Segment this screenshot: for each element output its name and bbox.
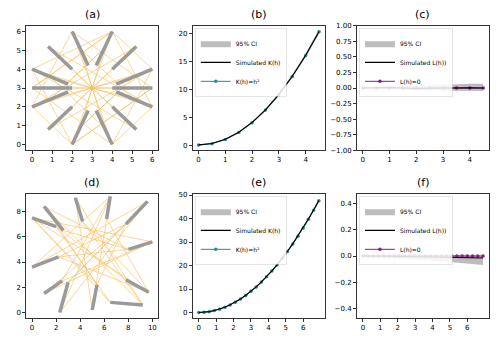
- svg-text:0.50: 0.50: [336, 53, 352, 61]
- svg-text:0: 0: [361, 324, 365, 332]
- svg-text:5: 5: [448, 324, 452, 332]
- svg-text:15: 15: [179, 58, 188, 66]
- svg-text:3: 3: [16, 84, 20, 92]
- svg-text:(d): (d): [84, 176, 100, 189]
- svg-text:3: 3: [413, 324, 417, 332]
- svg-text:4: 4: [78, 324, 83, 332]
- svg-text:(b): (b): [251, 8, 267, 21]
- svg-text:0.00: 0.00: [336, 84, 352, 92]
- svg-text:2: 2: [231, 324, 235, 332]
- svg-text:0.0: 0.0: [340, 252, 351, 260]
- svg-text:1.00: 1.00: [336, 22, 352, 30]
- svg-text:0: 0: [183, 142, 187, 150]
- svg-text:0: 0: [360, 156, 364, 164]
- svg-text:−0.25: −0.25: [330, 100, 351, 108]
- svg-text:2: 2: [250, 156, 254, 164]
- svg-text:20: 20: [179, 262, 188, 270]
- svg-text:0: 0: [197, 324, 201, 332]
- svg-text:4: 4: [266, 324, 271, 332]
- svg-text:20: 20: [179, 30, 188, 38]
- svg-text:0.75: 0.75: [336, 38, 352, 46]
- svg-text:0: 0: [196, 156, 200, 164]
- svg-text:0: 0: [16, 309, 20, 317]
- svg-text:6: 6: [102, 324, 107, 332]
- svg-text:8: 8: [16, 208, 20, 216]
- svg-text:1: 1: [214, 324, 218, 332]
- svg-text:4: 4: [468, 156, 473, 164]
- svg-text:4: 4: [303, 156, 308, 164]
- svg-text:3: 3: [249, 324, 253, 332]
- svg-text:0.2: 0.2: [340, 226, 351, 234]
- svg-text:3: 3: [90, 156, 94, 164]
- svg-text:Simulated K(h): Simulated K(h): [236, 227, 281, 234]
- svg-text:(e): (e): [251, 176, 266, 189]
- svg-text:1: 1: [50, 156, 54, 164]
- svg-text:6: 6: [301, 324, 306, 332]
- svg-text:4: 4: [16, 66, 21, 74]
- svg-text:95% CI: 95% CI: [236, 208, 257, 215]
- svg-text:L(h)=0: L(h)=0: [400, 78, 421, 85]
- svg-text:6: 6: [16, 28, 21, 36]
- svg-text:2: 2: [16, 103, 20, 111]
- svg-text:0: 0: [30, 324, 34, 332]
- svg-text:10: 10: [148, 324, 157, 332]
- svg-text:K(h)=h²: K(h)=h²: [236, 246, 260, 253]
- svg-text:1: 1: [223, 156, 227, 164]
- svg-text:40: 40: [179, 215, 188, 223]
- svg-text:2: 2: [414, 156, 418, 164]
- svg-text:10: 10: [179, 86, 188, 94]
- svg-text:−1.00: −1.00: [330, 147, 351, 155]
- svg-text:2: 2: [54, 324, 58, 332]
- svg-text:Simulated K(h): Simulated K(h): [236, 59, 281, 66]
- svg-text:(c): (c): [415, 8, 430, 21]
- svg-text:4: 4: [16, 258, 21, 266]
- svg-text:(a): (a): [85, 8, 100, 21]
- svg-text:−0.4: −0.4: [335, 305, 353, 313]
- svg-text:(f): (f): [417, 176, 429, 189]
- svg-text:30: 30: [179, 238, 188, 246]
- svg-text:Simulated L(h)): Simulated L(h)): [400, 227, 446, 234]
- svg-text:5: 5: [130, 156, 134, 164]
- svg-text:2: 2: [16, 284, 20, 292]
- svg-text:8: 8: [126, 324, 130, 332]
- svg-text:95% CI: 95% CI: [400, 40, 421, 47]
- svg-text:−0.2: −0.2: [335, 279, 352, 287]
- svg-text:0.4: 0.4: [340, 200, 352, 208]
- svg-text:4: 4: [110, 156, 115, 164]
- svg-text:0.25: 0.25: [336, 69, 352, 77]
- svg-text:3: 3: [441, 156, 445, 164]
- svg-text:1: 1: [378, 324, 382, 332]
- svg-text:10: 10: [179, 285, 188, 293]
- svg-text:1: 1: [16, 122, 20, 130]
- svg-text:−0.50: −0.50: [330, 116, 351, 124]
- svg-text:1: 1: [387, 156, 391, 164]
- svg-text:K(h)=h²: K(h)=h²: [236, 78, 260, 85]
- svg-text:95% CI: 95% CI: [400, 208, 421, 215]
- svg-text:50: 50: [179, 191, 188, 199]
- svg-text:3: 3: [277, 156, 281, 164]
- svg-text:0: 0: [16, 141, 20, 149]
- svg-text:95% CI: 95% CI: [236, 40, 257, 47]
- svg-text:6: 6: [465, 324, 470, 332]
- svg-text:Simulated L(h)): Simulated L(h)): [400, 59, 446, 66]
- svg-text:5: 5: [284, 324, 288, 332]
- svg-text:6: 6: [16, 233, 21, 241]
- svg-text:2: 2: [70, 156, 74, 164]
- svg-text:L(h)=0: L(h)=0: [400, 246, 421, 253]
- svg-text:0: 0: [183, 309, 187, 317]
- svg-text:5: 5: [183, 114, 187, 122]
- svg-text:0: 0: [30, 156, 34, 164]
- svg-text:2: 2: [395, 324, 399, 332]
- svg-text:−0.75: −0.75: [330, 131, 351, 139]
- svg-text:6: 6: [150, 156, 155, 164]
- svg-text:5: 5: [16, 47, 20, 55]
- svg-text:4: 4: [430, 324, 435, 332]
